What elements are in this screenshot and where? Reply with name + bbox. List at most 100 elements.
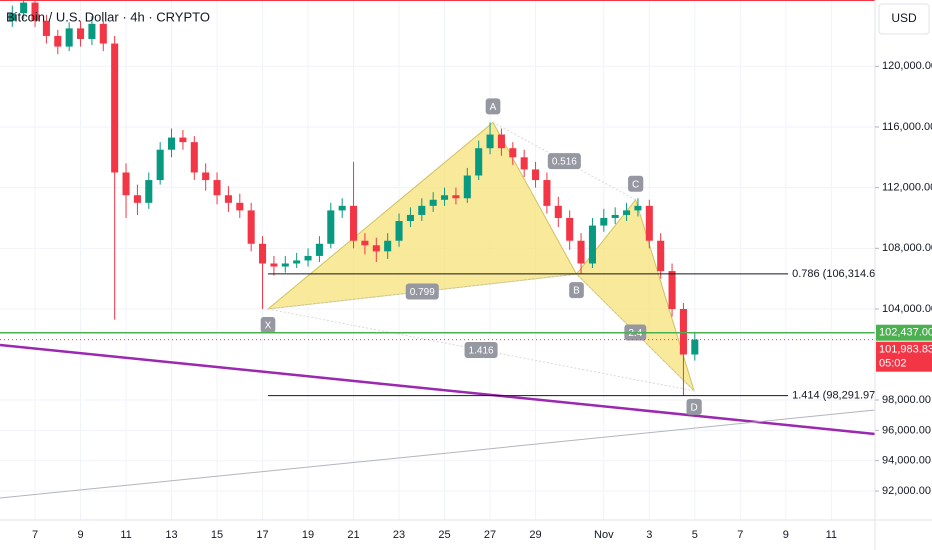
- pattern-point-box: [260, 316, 276, 333]
- candle-body: [338, 205, 346, 211]
- pattern-point: D: [686, 398, 702, 415]
- candle-body: [42, 20, 50, 36]
- y-tick-label: 108,000.00: [882, 242, 932, 254]
- ratio-label-text: 0.799: [410, 287, 435, 298]
- candle-body: [202, 172, 210, 181]
- x-tick-label: 5: [692, 529, 698, 541]
- candle-body: [281, 263, 289, 267]
- candle-body: [566, 217, 574, 241]
- x-tick-label: 29: [529, 529, 541, 541]
- candle-body: [429, 199, 437, 206]
- candle-body: [350, 205, 358, 241]
- x-tick-label: Nov: [594, 529, 614, 541]
- pattern-point-text: A: [490, 102, 497, 113]
- candle-body: [156, 149, 164, 181]
- candle-body: [668, 271, 676, 309]
- candle-body: [31, 2, 39, 21]
- pattern-point-box: [569, 282, 584, 299]
- pattern-point: C: [628, 175, 644, 192]
- candle-body: [532, 169, 540, 181]
- candle-body: [54, 35, 62, 47]
- candle-body: [406, 214, 414, 222]
- candle-body: [77, 28, 85, 39]
- candle-body: [486, 134, 494, 149]
- x-tick-label: 9: [77, 529, 83, 541]
- x-tick-label: 11: [826, 529, 837, 541]
- candle-body: [8, 13, 16, 21]
- candle-body: [554, 205, 562, 218]
- candle-body: [224, 195, 232, 203]
- pattern-point-text: X: [265, 321, 272, 332]
- y-tick-label: 104,000.00: [882, 303, 932, 315]
- candle-body: [122, 172, 130, 196]
- pattern-point-text: D: [691, 403, 698, 414]
- candle-body: [691, 339, 699, 355]
- candle-body: [600, 217, 608, 226]
- trend-line: [0, 409, 876, 499]
- candle-body: [236, 202, 244, 211]
- ratio-label: 0.799: [405, 283, 439, 300]
- pattern-point: A: [485, 98, 501, 115]
- candle-body: [304, 255, 312, 261]
- candle-body: [99, 23, 107, 44]
- trend-line: [0, 343, 876, 436]
- x-tick-label: 27: [484, 529, 496, 541]
- currency[interactable]: USD: [891, 11, 917, 25]
- ratio-label-box: [547, 153, 581, 170]
- candle-body: [145, 180, 153, 203]
- candle-body: [497, 134, 505, 149]
- time-axis: [0, 520, 875, 550]
- candle-body: [520, 157, 528, 170]
- candle-body: [509, 148, 517, 158]
- currency-button[interactable]: [878, 3, 930, 35]
- candle-body: [611, 214, 619, 218]
- candle-body: [20, 2, 28, 14]
- candle-body: [623, 210, 631, 215]
- ratio-label-text: 1.416: [469, 346, 494, 357]
- candle-body: [293, 260, 301, 264]
- y-tick-label: 98,000.00: [882, 394, 931, 406]
- candle-body: [577, 240, 585, 264]
- candle-body: [452, 195, 460, 199]
- price-tag-label: 101,983.83: [879, 344, 932, 356]
- ratio-label-box: [464, 341, 498, 358]
- x-tick-label: 17: [256, 529, 268, 541]
- candle-body: [463, 175, 471, 199]
- x-tick-label: 11: [120, 529, 131, 541]
- candle-body: [315, 243, 323, 256]
- pattern-point-text: B: [573, 286, 580, 297]
- fib-label: 1.414 (98,291.97): [792, 389, 879, 401]
- y-tick-label: 116,000.00: [882, 121, 932, 133]
- x-tick-label: 9: [783, 529, 789, 541]
- x-tick-label: 7: [32, 529, 38, 541]
- chart-title: Bitcoin / U.S. Dollar · 4h · CRYPTO: [6, 9, 210, 24]
- candle-body: [679, 308, 687, 355]
- candle-body: [395, 221, 403, 241]
- price-axis: [875, 0, 932, 550]
- candle-body: [111, 43, 119, 173]
- x-tick-label: 25: [438, 529, 450, 541]
- candle-body: [588, 225, 596, 264]
- candle-body: [418, 205, 426, 215]
- candle-body: [270, 263, 278, 267]
- y-tick-label: 112,000.00: [882, 182, 932, 194]
- price-tag: [876, 324, 932, 341]
- x-tick-label: 19: [302, 529, 314, 541]
- pattern-point: X: [260, 316, 276, 333]
- x-tick-label: 23: [393, 529, 405, 541]
- candle-body: [168, 137, 176, 150]
- candle-body: [65, 28, 73, 47]
- candle-body: [88, 23, 96, 39]
- pattern-point-text: C: [632, 179, 639, 190]
- x-tick-label: 15: [211, 529, 223, 541]
- candle-body: [179, 137, 187, 143]
- candle-body: [372, 245, 380, 252]
- candle-body: [543, 180, 551, 206]
- candle-body: [247, 210, 255, 244]
- candle-body: [361, 240, 369, 246]
- candle-body: [441, 195, 449, 200]
- candle-body: [259, 243, 267, 264]
- pattern-point-box: [628, 175, 644, 192]
- pattern-point-box: [485, 98, 501, 115]
